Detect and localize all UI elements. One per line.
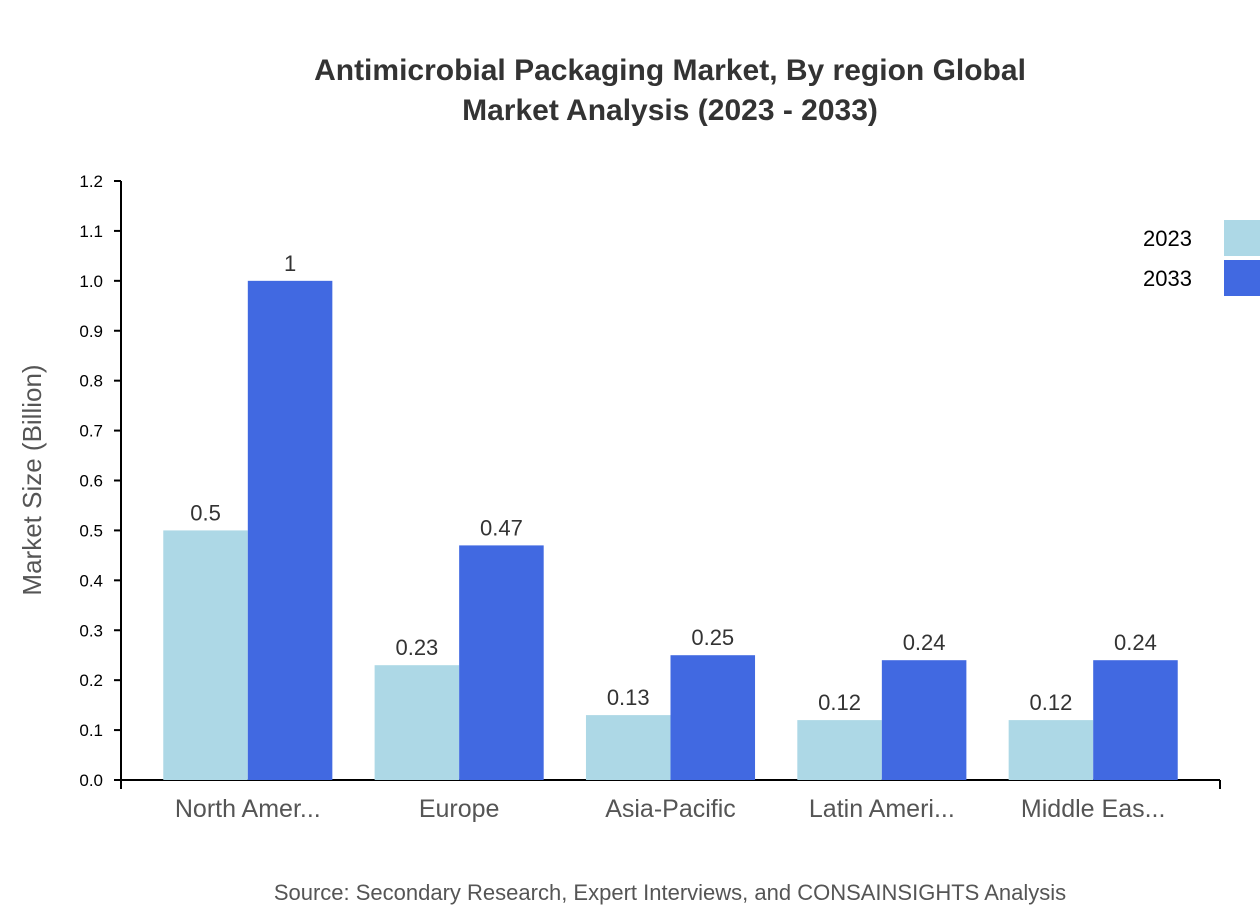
bar-2033	[881, 660, 967, 780]
bar-2023	[797, 720, 882, 780]
y-tick-label: 1.0	[79, 272, 103, 291]
data-label: 0.12	[818, 690, 861, 715]
y-tick-label: 0.6	[79, 472, 103, 491]
source-note: Source: Secondary Research, Expert Inter…	[274, 880, 1066, 905]
data-label: 0.5	[190, 500, 221, 525]
x-tick-label: Middle Eas...	[1021, 795, 1166, 823]
y-tick-label: 0.4	[79, 571, 103, 590]
y-tick-label: 0.5	[79, 521, 103, 540]
bar-2033	[459, 545, 544, 780]
y-tick-label: 0.8	[79, 372, 103, 391]
y-tick-label: 0.9	[79, 322, 103, 341]
x-tick-label: Asia-Pacific	[605, 795, 736, 823]
y-tick-label: 1.1	[79, 222, 103, 241]
x-tick-label: Latin Ameri...	[809, 795, 955, 823]
y-tick-label: 0.3	[79, 621, 103, 640]
bar-2023	[585, 715, 671, 780]
y-tick-label: 0.0	[79, 771, 103, 790]
bar-2023	[374, 665, 460, 780]
y-tick-label: 0.1	[79, 721, 103, 740]
y-tick-label: 0.2	[79, 671, 103, 690]
bar-2033	[247, 280, 333, 780]
data-label: 0.23	[395, 635, 438, 660]
data-label: 0.25	[691, 625, 734, 650]
bar-2023	[163, 530, 248, 780]
data-label: 0.24	[1114, 630, 1157, 655]
chart-title-line-2: Market Analysis (2023 - 2033)	[462, 94, 878, 127]
y-tick-label: 1.2	[79, 172, 103, 191]
x-tick-label: Europe	[419, 795, 500, 823]
data-label: 0.47	[480, 515, 523, 540]
legend-label: 2023	[1143, 226, 1192, 251]
legend-label: 2033	[1143, 266, 1192, 291]
y-tick-label: 0.7	[79, 422, 103, 441]
data-label: 0.12	[1030, 690, 1073, 715]
bar-2023	[1008, 720, 1094, 780]
bar-2033	[670, 655, 756, 780]
data-label: 0.24	[903, 630, 946, 655]
data-label: 1	[284, 251, 296, 276]
chart-title-line-1: Antimicrobial Packaging Market, By regio…	[314, 54, 1026, 87]
y-axis-label: Market Size (Billion)	[17, 364, 47, 595]
legend-swatch-2033	[1224, 260, 1260, 296]
bar-2033	[1093, 660, 1178, 780]
x-tick-label: North Amer...	[175, 795, 321, 823]
data-label: 0.13	[607, 685, 650, 710]
legend-swatch-2023	[1224, 220, 1260, 256]
